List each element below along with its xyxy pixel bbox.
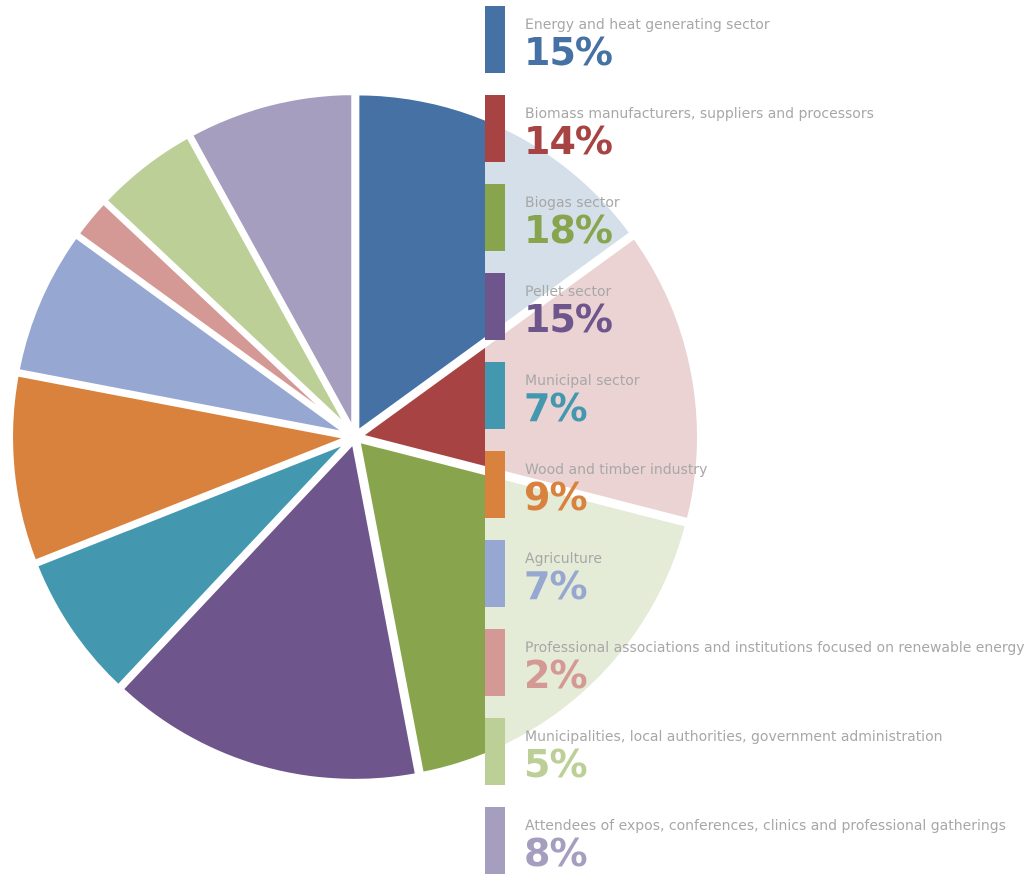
legend-swatch <box>485 95 505 162</box>
legend-item-biomass: Biomass manufacturers, suppliers and pro… <box>485 95 1020 163</box>
legend-swatch <box>485 807 505 874</box>
pie-slice-agriculture <box>12 230 355 439</box>
legend-label: Energy and heat generating sector <box>525 17 770 33</box>
pie-slice-pellet-sector <box>115 433 422 785</box>
legend-swatch <box>485 718 505 785</box>
pie-slice-energy-and-heat-light <box>485 114 638 345</box>
legend-label: Wood and timber industry <box>525 462 708 478</box>
legend-item-energy-heat: Energy and heat generating sector 15% <box>485 6 1020 74</box>
legend-label: Municipal sector <box>525 373 640 389</box>
legend-swatch <box>485 6 505 73</box>
pie-slice-energy-and-heat <box>353 89 485 441</box>
legend-label: Municipalities, local authorities, gover… <box>525 729 943 745</box>
legend-swatch <box>485 540 505 607</box>
legend-label: Pellet sector <box>525 284 612 300</box>
pie-slice-biomass-manufacturers-suppliers-light <box>485 231 703 526</box>
legend-value: 5% <box>524 742 588 786</box>
pie-slice-municipal-sector <box>30 435 355 693</box>
legend-item-municipal: Municipal sector 7% <box>485 362 1020 430</box>
legend-value: 7% <box>524 564 588 608</box>
legend-label: Biogas sector <box>525 195 620 211</box>
legend-swatch <box>485 629 505 696</box>
legend-label: Attendees of expos, conferences, clinics… <box>525 818 1006 834</box>
legend-swatch <box>485 451 505 518</box>
legend-value: 8% <box>524 831 588 875</box>
legend-item-wood-timber: Wood and timber industry 9% <box>485 451 1020 519</box>
legend-swatch <box>485 184 505 251</box>
legend-item-attendees: Attendees of expos, conferences, clinics… <box>485 807 1020 875</box>
legend-swatch <box>485 273 505 340</box>
legend-value: 9% <box>524 475 588 519</box>
legend-value: 18% <box>524 208 613 252</box>
legend-value: 14% <box>524 119 613 163</box>
legend-label: Biomass manufacturers, suppliers and pro… <box>525 106 874 122</box>
legend-item-biogas: Biogas sector 18% <box>485 184 1020 252</box>
legend-value: 15% <box>524 297 613 341</box>
pie-slice-biogas-sector-light <box>485 468 692 760</box>
pie-slice-attendees-of-expos <box>185 89 358 436</box>
legend-item-agriculture: Agriculture 7% <box>485 540 1020 608</box>
legend-value: 2% <box>524 653 588 697</box>
legend-item-municipalities: Municipalities, local authorities, gover… <box>485 718 1020 786</box>
pie-slice-wood-and-timber <box>7 369 363 568</box>
legend-value: 15% <box>524 30 613 74</box>
legend-value: 7% <box>524 386 588 430</box>
pie-slice-biomass-manufacturers-suppliers <box>351 340 485 473</box>
pie-slice-biogas-sector <box>353 435 485 779</box>
legend-item-pellet: Pellet sector 15% <box>485 273 1020 341</box>
legend-item-professional-associations: Professional associations and institutio… <box>485 629 1024 697</box>
legend-label: Agriculture <box>525 551 602 567</box>
legend-label: Professional associations and institutio… <box>525 640 1024 656</box>
legend-swatch <box>485 362 505 429</box>
